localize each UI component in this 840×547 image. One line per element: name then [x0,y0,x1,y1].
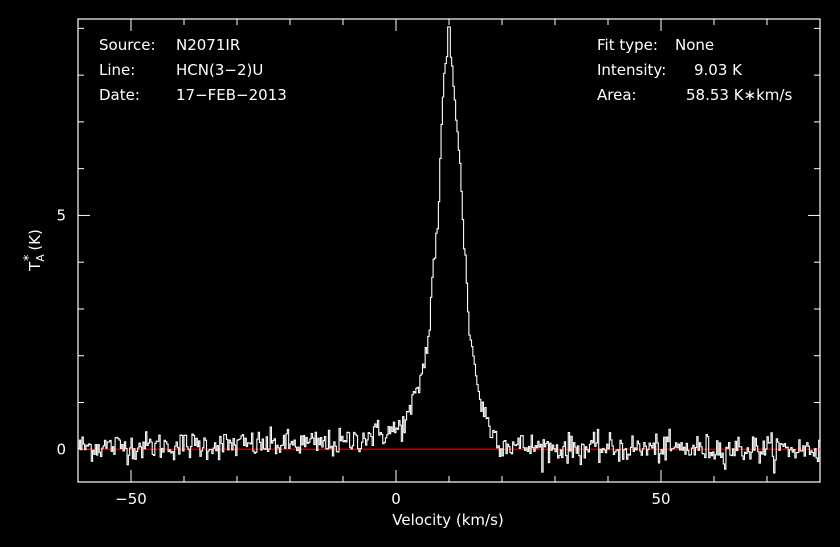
svg-text:TA*(K): TA* (K) [22,229,47,272]
source-value: N2071IR [176,36,240,54]
area-value: 58.53 K∗km/s [686,86,792,104]
info-block-left: Source: N2071IR Line: HCN(3−2)U Date: 17… [99,36,287,104]
y-axis-label-unit: (K) [26,229,44,251]
x-tick-label: −50 [115,490,147,508]
y-axis-label-symbol: T [26,261,44,272]
y-axis-label-subscript: A [34,254,47,262]
y-axis-label-superscript: * [22,254,37,261]
line-value: HCN(3−2)U [176,61,263,79]
y-tick-label: 0 [56,440,66,458]
x-axis-label: Velocity (km/s) [392,511,503,529]
x-tick-label: 0 [391,490,401,508]
area-label: Area: [597,86,637,104]
date-label: Date: [99,86,140,104]
fit-type-label: Fit type: [597,36,658,54]
info-block-right: Fit type: None Intensity: 9.03 K Area: 5… [597,36,792,104]
intensity-label: Intensity: [597,61,666,79]
x-tick-label: 50 [651,490,670,508]
y-tick-label: 5 [56,206,66,224]
spectrum-series [78,26,820,474]
source-label: Source: [99,36,156,54]
date-value: 17−FEB−2013 [176,86,287,104]
y-axis-label: TA* (K) [22,229,47,272]
intensity-value: 9.03 K [694,61,743,79]
line-label: Line: [99,61,135,79]
fit-type-value: None [675,36,714,54]
axis-ticks: −50 0 50 0 5 [56,19,821,508]
